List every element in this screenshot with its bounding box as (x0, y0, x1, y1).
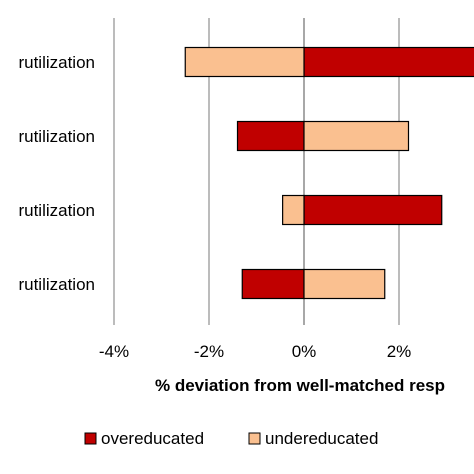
legend-swatch (248, 432, 261, 445)
undereducated-bar (184, 46, 305, 78)
undereducated-bar (303, 120, 410, 152)
x-tick-labels: -4% -2% 0% 2% (99, 342, 411, 361)
legend-label: overeducated (101, 429, 204, 448)
category-label: rutilization (18, 201, 95, 220)
overeducated-bar (303, 194, 443, 226)
x-axis-title: % deviation from well-matched resp (155, 376, 445, 395)
category-labels: rutilization rutilization rutilization ruti… (18, 53, 95, 294)
overeducated-bar (241, 268, 305, 300)
x-tick-label: -4% (99, 342, 129, 361)
overeducated-bar (236, 120, 305, 152)
category-label: rutilization (18, 53, 95, 72)
x-tick-label: 2% (387, 342, 412, 361)
undereducated-bar (303, 268, 386, 300)
undereducated-bar (282, 194, 305, 226)
x-tick-label: -2% (194, 342, 224, 361)
category-label: rutilization (18, 127, 95, 146)
x-tick-label: 0% (292, 342, 317, 361)
legend-label: undereducated (265, 429, 378, 448)
overeducated-bar (303, 46, 474, 78)
bars (184, 46, 474, 300)
category-label: rutilization (18, 275, 95, 294)
legend: overeducated undereducated (84, 429, 378, 448)
legend-swatch (84, 432, 97, 445)
